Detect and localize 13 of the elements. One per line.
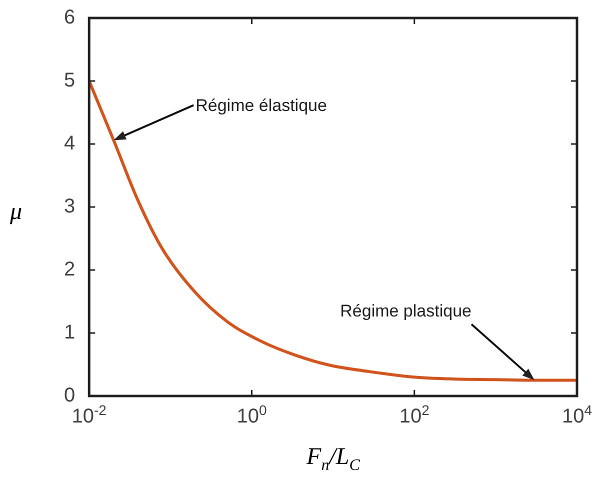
y-tick-label: 5 xyxy=(64,70,76,92)
annotation: Régime plastique xyxy=(340,301,472,320)
x-axis-title: F$_{n}$/L$_{C}$ xyxy=(306,444,360,475)
y-tick-label: 2 xyxy=(64,258,76,281)
y-tick-label: 6 xyxy=(64,6,76,29)
x-tick-label: 10$^{2}$ xyxy=(399,402,430,429)
y-axis-title: μ xyxy=(10,198,22,226)
x-tick-label: 10$^{0}$ xyxy=(236,402,267,429)
y-tick-label: 3 xyxy=(64,196,76,218)
annotation: Régime élastique xyxy=(196,96,327,116)
y-tick-label: 1 xyxy=(64,322,76,344)
x-tick-label: 10$^{4}$ xyxy=(562,402,592,429)
y-tick-label: 4 xyxy=(64,132,76,155)
